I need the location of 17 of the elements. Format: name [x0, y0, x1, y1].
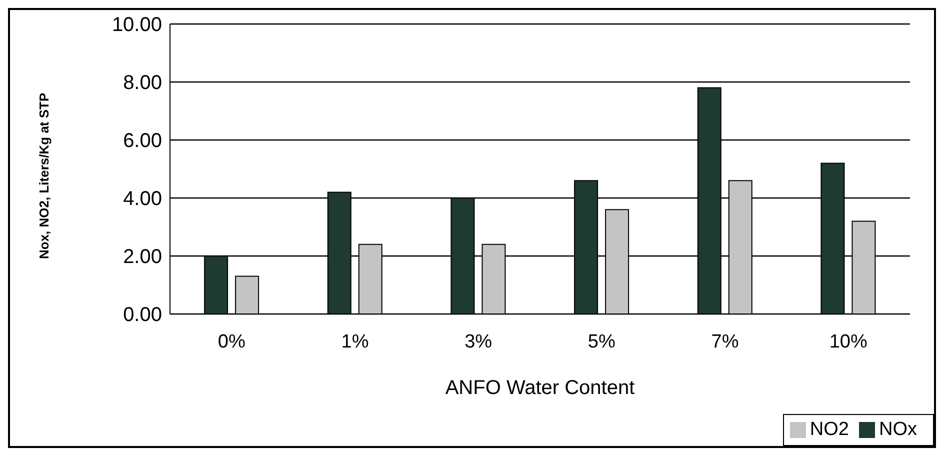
- bar: [235, 276, 260, 314]
- x-tick-label: 0%: [218, 331, 246, 352]
- legend-label: NO2: [810, 419, 849, 440]
- legend-label: NOx: [879, 419, 917, 440]
- y-tick-label: 6.00: [123, 130, 162, 152]
- y-tick-label: 2.00: [123, 246, 162, 268]
- y-tick-label: 8.00: [123, 72, 162, 94]
- x-tick-label: 3%: [464, 331, 492, 352]
- x-tick-label: 7%: [711, 331, 739, 352]
- y-tick-label: 0.00: [123, 304, 162, 326]
- y-axis-title: Nox, NO2, Liters/Kg at STP: [36, 92, 52, 259]
- y-tick-label: 10.00: [112, 14, 162, 36]
- x-tick-label: 1%: [341, 331, 369, 352]
- x-tick-label: 10%: [829, 331, 868, 352]
- y-tick-label: 4.00: [123, 188, 162, 210]
- x-tick-label: 5%: [588, 331, 616, 352]
- x-axis-title: ANFO Water Content: [445, 377, 636, 399]
